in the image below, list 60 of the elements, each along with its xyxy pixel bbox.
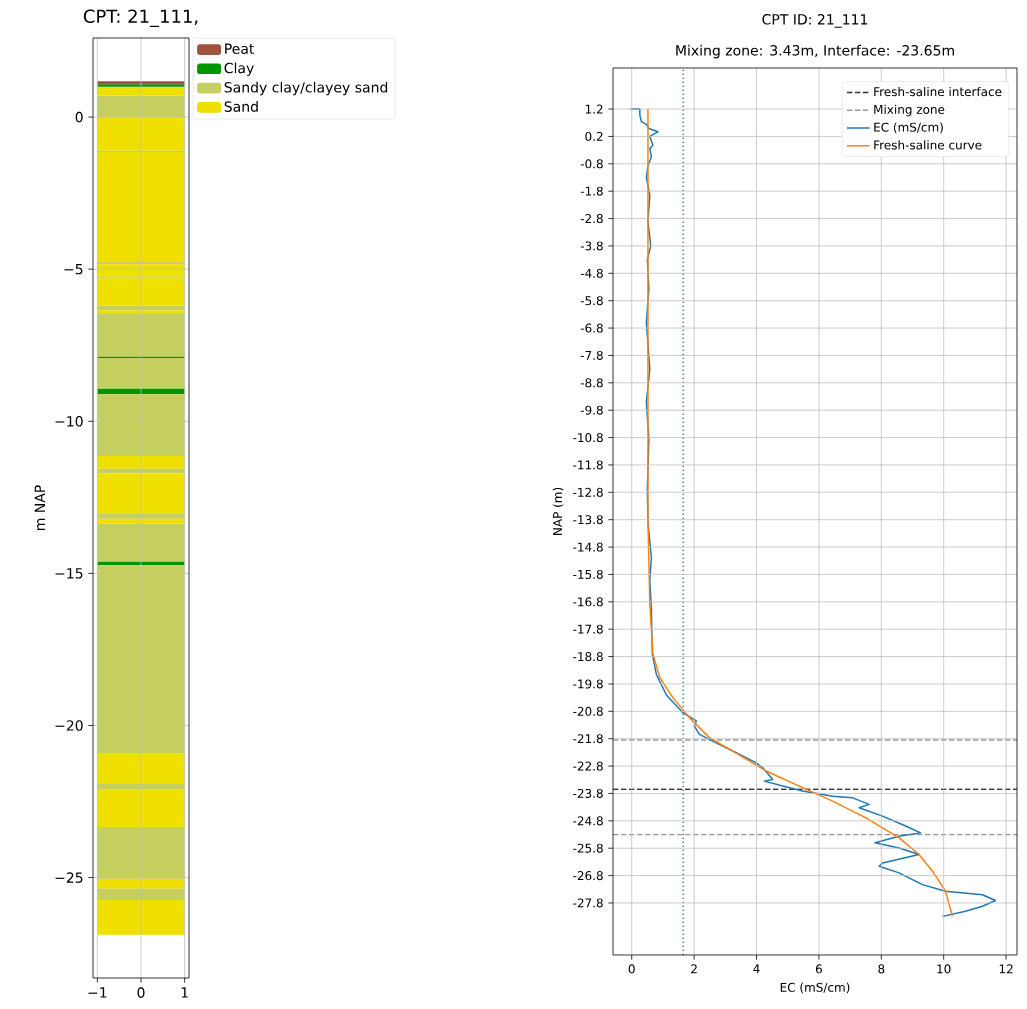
y-tick-label: -11.8 [573, 460, 603, 470]
y-tick-label: -5.8 [580, 296, 603, 306]
y-tick-label: -21.8 [573, 734, 603, 744]
y-tick-label: -0.8 [580, 159, 603, 169]
legend-label: Sand [224, 101, 258, 112]
y-tick-label: -20.8 [573, 706, 603, 716]
y-axis-title: NAP (m) [552, 487, 564, 535]
y-tick-label: 0 [75, 111, 83, 123]
x-tick-label: 8 [878, 964, 885, 974]
y-tick-label: -9.8 [580, 405, 603, 415]
legend-label: Sandy clay/clayey sand [224, 81, 388, 96]
y-tick-label: -7.8 [580, 350, 603, 360]
legend-label: Peat [225, 43, 255, 54]
x-tick-label: −1 [88, 987, 107, 998]
y-tick-label: -18.8 [573, 652, 603, 662]
y-tick-label: -15.8 [573, 569, 603, 579]
y-tick-label: -17.8 [573, 624, 603, 634]
y-tick-label: −15 [55, 568, 83, 579]
chart-subtitle: Mixing zone: 3.43m, Interface: -23.65m [676, 44, 954, 59]
y-tick-label: -23.8 [573, 788, 603, 798]
legend-label: Clay [224, 62, 254, 76]
y-tick-label: 1.2 [585, 104, 603, 114]
y-tick-label: -8.8 [580, 378, 603, 388]
legend-label: Mixing zone [874, 104, 945, 117]
y-tick-label: -10.8 [573, 433, 603, 443]
y-tick-label: -27.8 [573, 898, 603, 908]
x-tick-label: 1 [181, 987, 188, 998]
y-tick-label: -13.8 [573, 515, 603, 525]
legend-label: Fresh-saline interface [874, 86, 1002, 97]
legend-label: EC (mS/cm) [874, 122, 943, 134]
x-tick-label: 6 [815, 964, 822, 974]
y-tick-label: −20 [55, 720, 83, 731]
chart-title: CPT: 21_111, [83, 9, 198, 28]
y-tick-label: -16.8 [573, 597, 603, 607]
y-tick-label: -4.8 [580, 268, 603, 278]
y-tick-label: -25.8 [573, 843, 603, 853]
x-tick-label: 0 [628, 964, 635, 974]
y-tick-label: -3.8 [580, 241, 603, 251]
y-tick-label: -24.8 [573, 816, 603, 826]
y-tick-label: -1.8 [580, 186, 603, 196]
y-tick-label: 0.2 [585, 131, 603, 141]
y-axis-title: m NAP [34, 485, 45, 530]
x-tick-label: 2 [691, 964, 697, 974]
y-tick-label: -22.8 [573, 761, 603, 771]
y-tick-label: -2.8 [580, 214, 603, 224]
x-tick-label: 10 [937, 964, 951, 974]
x-tick-label: 0 [137, 987, 145, 998]
legend-label: Fresh-saline curve [874, 140, 982, 150]
y-tick-label: −25 [55, 872, 83, 883]
x-tick-label: 4 [753, 964, 760, 974]
x-axis-title: EC (mS/cm) [780, 982, 850, 994]
y-tick-label: -14.8 [573, 542, 603, 552]
chart-title: CPT ID: 21_111 [762, 14, 868, 28]
y-tick-label: -12.8 [573, 487, 603, 497]
y-tick-label: −5 [64, 263, 83, 275]
y-tick-label: -6.8 [580, 323, 603, 333]
x-tick-label: 12 [999, 964, 1013, 974]
y-tick-label: -19.8 [573, 679, 603, 689]
y-tick-label: −10 [55, 415, 83, 427]
y-tick-label: -26.8 [573, 871, 603, 881]
